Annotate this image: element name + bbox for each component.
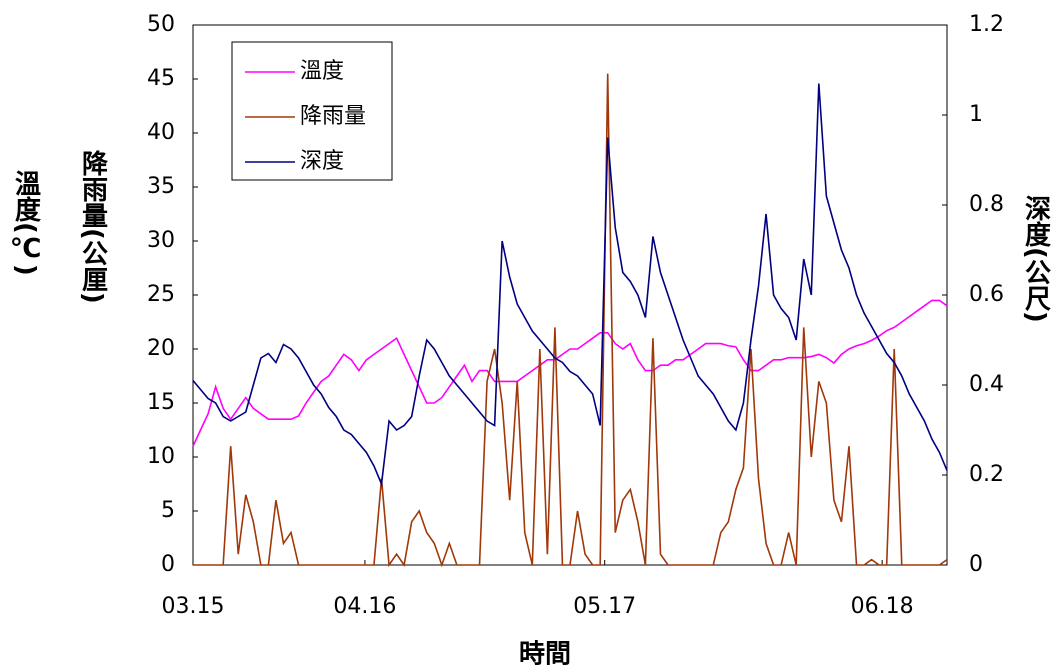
x-tick-label: 06.18 (851, 594, 914, 619)
y2-tick-label: 0.8 (969, 192, 1004, 217)
y-axis-label: 溫度(℃) (11, 170, 41, 276)
y-axis-label-2: 降雨量(公厘) (78, 150, 108, 304)
y-tick-label: 15 (147, 390, 175, 415)
series-line (192, 299, 948, 447)
y-tick-label: 0 (161, 552, 175, 577)
y-tick-label: 35 (147, 174, 175, 199)
y-tick-label: 40 (147, 120, 175, 145)
y2-tick-label: 1.2 (969, 12, 1004, 37)
y-tick-label: 20 (147, 336, 175, 361)
y2-axis-label: 深度(公尺) (1021, 195, 1051, 323)
series-line (193, 73, 948, 568)
legend (231, 41, 393, 181)
y2-tick-label: 0 (969, 552, 983, 577)
y-tick-label: 25 (147, 282, 175, 307)
y-tick-label: 45 (147, 66, 175, 91)
y-tick-label: 10 (147, 444, 175, 469)
x-tick-label: 03.15 (162, 594, 225, 619)
y2-tick-label: 0.4 (969, 372, 1004, 397)
y2-tick-label: 0.6 (969, 282, 1004, 307)
y2-tick-label: 0.2 (969, 462, 1004, 487)
x-tick-label: 05.17 (573, 594, 636, 619)
legend-label: 溫度 (300, 59, 344, 84)
legend-label: 深度 (300, 149, 344, 174)
y-tick-label: 50 (147, 12, 175, 37)
legend-label: 降雨量 (300, 104, 366, 129)
series-line (192, 83, 948, 488)
x-tick-label: 04.16 (333, 594, 396, 619)
x-axis-label: 時間 (519, 640, 571, 670)
y2-tick-label: 1 (969, 102, 983, 127)
y-tick-label: 5 (161, 498, 175, 523)
y-tick-label: 30 (147, 228, 175, 253)
